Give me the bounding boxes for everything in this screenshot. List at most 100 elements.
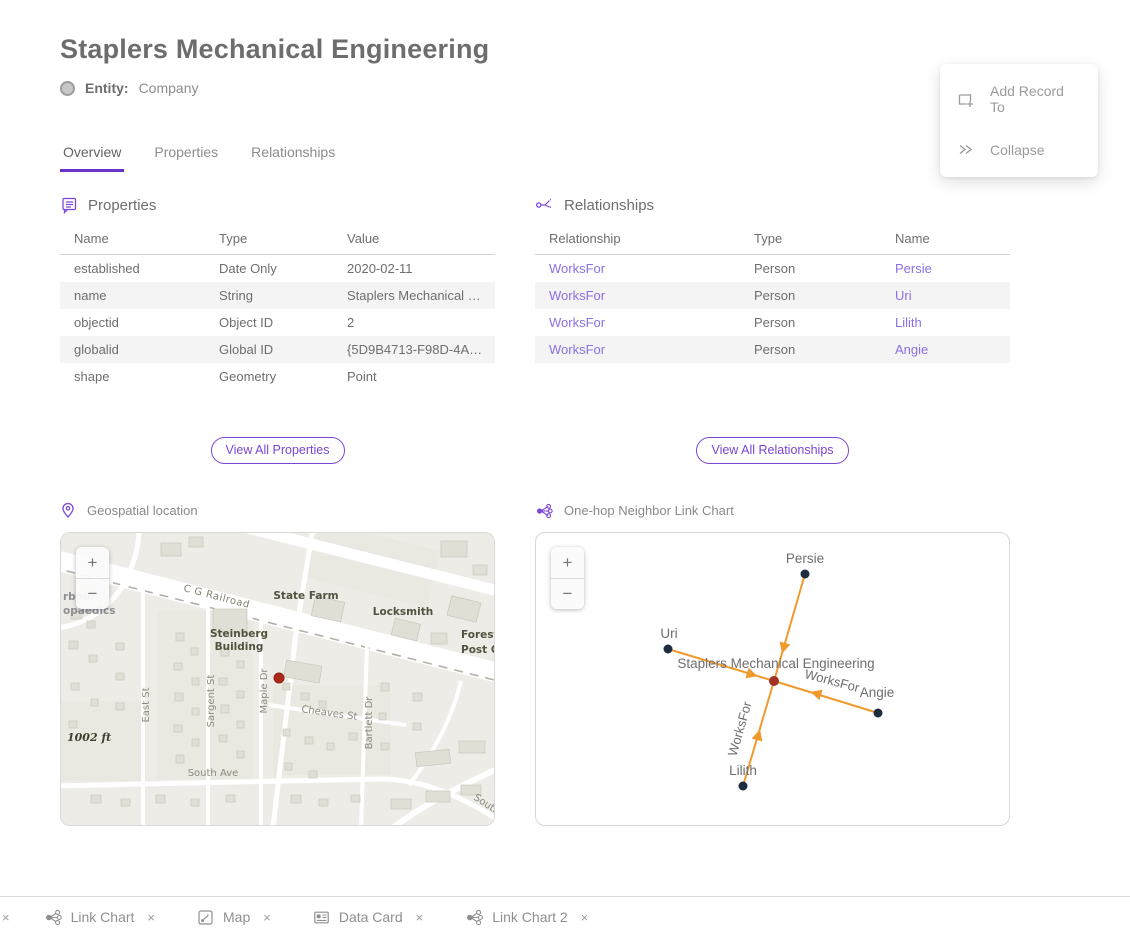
- node-lilith: [738, 781, 748, 791]
- column-header: Relationship: [535, 225, 740, 255]
- zoom-in-button[interactable]: +: [87, 552, 98, 572]
- link-chart-nodes[interactable]: [663, 569, 883, 791]
- entity-type-icon: [60, 80, 75, 96]
- node-center-entity[interactable]: [769, 676, 779, 686]
- map-canvas[interactable]: C G Railroad State Farm Locksmith Steinb…: [61, 533, 495, 826]
- map-zoom-control: + −: [76, 547, 109, 609]
- bottom-tab-label: Link Chart: [70, 909, 135, 925]
- tab-relationships[interactable]: Relationships: [251, 144, 336, 160]
- context-menu: Add Record To Collapse: [940, 64, 1098, 177]
- relationship-link[interactable]: WorksFor: [549, 342, 606, 357]
- bottom-tab-map[interactable]: Map ×: [197, 909, 271, 926]
- add-record-icon: [958, 93, 973, 107]
- node-label-persie: Persie: [786, 551, 824, 566]
- relationships-section-title: Relationships: [564, 196, 655, 214]
- relationship-type: Person: [754, 342, 796, 357]
- map-label-maple-dr: Maple Dr: [259, 668, 270, 714]
- entity-label: Entity:: [85, 80, 129, 96]
- node-label-angie: Angie: [860, 685, 895, 700]
- map-label-south-ave: South Ave: [188, 768, 239, 779]
- geospatial-section-title: Geospatial location: [87, 503, 198, 518]
- zoom-out-button[interactable]: −: [76, 578, 109, 609]
- properties-section-title: Properties: [88, 196, 157, 214]
- bottom-tab-link-chart-2[interactable]: Link Chart 2 ×: [465, 909, 588, 926]
- column-header: Name: [881, 225, 1010, 255]
- menu-item-label: Collapse: [990, 141, 1045, 158]
- property-name: established: [74, 261, 140, 276]
- entity-link[interactable]: Persie: [895, 261, 932, 276]
- map-label-forest-2: Post Offic: [461, 644, 495, 656]
- data-card-icon: [314, 911, 329, 923]
- menu-item-add-record-to[interactable]: Add Record To: [940, 70, 1098, 128]
- view-all-properties-button[interactable]: View All Properties: [210, 437, 345, 464]
- node-label-lilith: Lilith: [729, 763, 757, 778]
- node-label-center-entity: Staplers Mechanical Engineering: [677, 656, 874, 671]
- table-row: WorksFor Person Uri: [535, 282, 1010, 309]
- table-row: WorksFor Person Persie: [535, 255, 1010, 283]
- close-icon[interactable]: ×: [415, 909, 424, 925]
- property-name: objectid: [74, 315, 119, 330]
- relationship-link[interactable]: WorksFor: [549, 315, 606, 330]
- bottom-tab-link-chart[interactable]: Link Chart ×: [44, 909, 155, 926]
- property-type: String: [219, 288, 253, 303]
- map-buildings: [68, 536, 488, 810]
- entity-type-value: Company: [138, 80, 199, 96]
- map-label-sargent-st: Sargent St: [206, 675, 217, 728]
- bottom-tab-data-card[interactable]: Data Card ×: [313, 909, 423, 926]
- entity-link[interactable]: Lilith: [895, 315, 922, 330]
- relationship-link[interactable]: WorksFor: [549, 261, 606, 276]
- map-pin-icon: [62, 502, 74, 518]
- node-persie: [800, 569, 810, 579]
- relationship-type: Person: [754, 315, 796, 330]
- property-value: 2: [347, 315, 355, 330]
- entity-link[interactable]: Angie: [895, 342, 929, 357]
- entity-link[interactable]: Uri: [895, 288, 912, 303]
- relationships-table: Relationship Type Name WorksFor Person P…: [535, 225, 1010, 363]
- map-label-bartlett-dr: Bartlett Dr: [364, 696, 375, 750]
- relationship-type: Person: [754, 261, 796, 276]
- map-label-locksmith: Locksmith: [373, 606, 433, 618]
- geospatial-section-header: Geospatial location: [60, 502, 495, 519]
- link-chart-widget[interactable]: WorksFor WorksFor Persie Uri Angie Lilit…: [535, 532, 1010, 826]
- close-icon[interactable]: ×: [147, 909, 155, 925]
- close-icon[interactable]: ×: [580, 909, 589, 925]
- link-chart-zoom-control: + −: [551, 547, 584, 609]
- tab-overview[interactable]: Overview: [60, 144, 125, 172]
- bottom-tab-label: Map: [223, 909, 251, 925]
- node-uri: [663, 644, 673, 654]
- column-header: Type: [205, 225, 333, 255]
- node-label-uri: Uri: [660, 626, 677, 641]
- property-name: name: [74, 288, 107, 303]
- map-icon: [198, 909, 213, 925]
- table-row: objectid Object ID 2: [60, 309, 495, 336]
- map-label-forest-1: Forest Par: [461, 629, 495, 641]
- link-chart-canvas[interactable]: WorksFor WorksFor Persie Uri Angie Lilit…: [536, 533, 1010, 826]
- map-widget[interactable]: C G Railroad State Farm Locksmith Steinb…: [60, 532, 495, 826]
- menu-item-collapse[interactable]: Collapse: [940, 128, 1098, 171]
- table-row: globalid Global ID {5D9B4713-F98D-4A53-.…: [60, 336, 495, 363]
- property-name: shape: [74, 369, 110, 384]
- relationship-link[interactable]: WorksFor: [549, 288, 606, 303]
- relationships-icon: [536, 198, 552, 209]
- edge-arrowheads: [745, 641, 823, 742]
- properties-section: Properties Name Type Value established D…: [60, 196, 495, 390]
- double-chevron-right-icon: [959, 144, 973, 155]
- zoom-out-button[interactable]: −: [551, 578, 584, 609]
- view-all-relationships-button[interactable]: View All Relationships: [696, 437, 849, 464]
- property-value: Staplers Mechanical Eng...: [347, 288, 495, 303]
- linkchart-section-title: One-hop Neighbor Link Chart: [564, 503, 734, 518]
- entity-row: Entity: Company: [60, 80, 1130, 96]
- property-value: Point: [347, 369, 377, 384]
- link-chart-icon: [467, 909, 484, 925]
- close-icon[interactable]: ×: [263, 909, 271, 925]
- map-label-steinberg-2: Building: [215, 641, 264, 653]
- clipped-tab-close-icon[interactable]: ×: [2, 909, 10, 925]
- link-chart-icon: [537, 503, 553, 518]
- zoom-in-button[interactable]: +: [562, 552, 573, 572]
- table-row: shape Geometry Point: [60, 363, 495, 390]
- table-row: established Date Only 2020-02-11: [60, 255, 495, 283]
- tab-properties[interactable]: Properties: [154, 144, 219, 160]
- property-type: Object ID: [219, 315, 274, 330]
- property-value: {5D9B4713-F98D-4A53-...: [347, 342, 495, 357]
- bottom-tab-label: Link Chart 2: [492, 909, 568, 925]
